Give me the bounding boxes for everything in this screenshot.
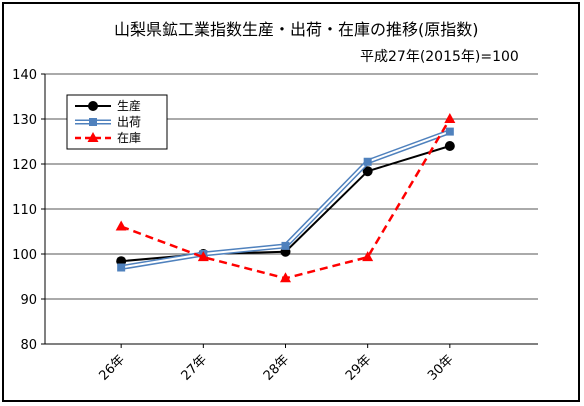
- x-tick-label: 28年: [261, 352, 292, 383]
- legend-label: 在庫: [117, 131, 141, 145]
- y-tick-label: 80: [20, 338, 37, 353]
- data-point-s1-2: [281, 241, 290, 250]
- data-point-s1-4: [445, 127, 454, 136]
- x-tick-label: 30年: [425, 352, 456, 383]
- data-point-s2-1: [197, 251, 209, 262]
- data-point-s2-2: [280, 272, 291, 283]
- y-tick-label: 120: [12, 158, 37, 173]
- legend-label: 生産: [117, 98, 141, 113]
- data-point-s1-0: [117, 263, 126, 272]
- y-tick-label: 130: [12, 113, 37, 128]
- chart-title: 山梨県鉱工業指数生産・出荷・在庫の推移(原指数): [114, 20, 479, 39]
- y-tick-label: 90: [20, 293, 37, 308]
- data-point-s0-4: [444, 141, 455, 151]
- data-point-s1-3: [363, 157, 372, 166]
- y-tick-label: 140: [12, 68, 37, 83]
- y-tick-label: 110: [12, 203, 37, 218]
- data-point-s2-0: [115, 220, 127, 231]
- legend-marker-0: [88, 101, 98, 111]
- chart-frame: 山梨県鉱工業指数生産・出荷・在庫の推移(原指数) 平成27年(2015年)=10…: [2, 2, 580, 402]
- x-tick-label: 27年: [179, 352, 210, 383]
- data-point-s2-4: [444, 113, 456, 123]
- x-tick-label: 29年: [343, 352, 374, 383]
- legend-marker-2: [87, 132, 99, 142]
- data-point-s0-3: [362, 166, 373, 177]
- legend-label: 出荷: [117, 115, 141, 129]
- chart-subtitle: 平成27年(2015年)=100: [360, 49, 519, 65]
- data-point-s2-3: [362, 251, 374, 262]
- x-tick-label: 26年: [96, 352, 127, 383]
- y-tick-label: 100: [12, 248, 37, 263]
- legend-marker-1: [89, 118, 97, 126]
